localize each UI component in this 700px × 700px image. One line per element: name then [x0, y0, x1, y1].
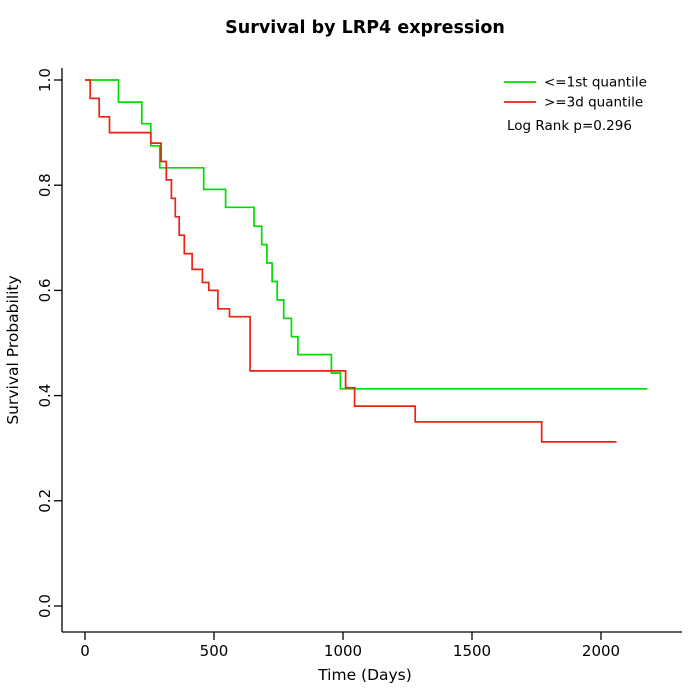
y-tick-label: 0.8: [36, 173, 54, 197]
legend-label-green: <=1st quantile: [544, 75, 647, 91]
y-tick-label: 0.4: [36, 384, 54, 408]
x-axis-label: Time (Days): [317, 666, 412, 684]
y-tick-label: 0.2: [36, 489, 54, 513]
survival-curve-red: [85, 79, 617, 443]
x-tick-label: 1000: [324, 642, 362, 660]
axes: 0 500 1000 1500 2000 0.0 0.2 0.4 0.6 0.8 1.0: [36, 68, 682, 660]
y-tick-label: 1.0: [36, 68, 54, 92]
x-tick-label: 1500: [453, 642, 491, 660]
x-tick-label: 500: [200, 642, 229, 660]
y-axis-label: Survival Probability: [4, 275, 22, 424]
survival-curves: [85, 79, 648, 443]
y-tick-label: 0.0: [36, 594, 54, 618]
x-tick-label: 0: [80, 642, 90, 660]
legend: <=1st quantile >=3d quantile Log Rank p=…: [504, 75, 647, 134]
legend-label-red: >=3d quantile: [544, 95, 643, 111]
chart-title: Survival by LRP4 expression: [225, 18, 505, 38]
y-tick-label: 0.6: [36, 278, 54, 302]
logrank-annotation: Log Rank p=0.296: [507, 118, 632, 134]
x-tick-label: 2000: [582, 642, 620, 660]
